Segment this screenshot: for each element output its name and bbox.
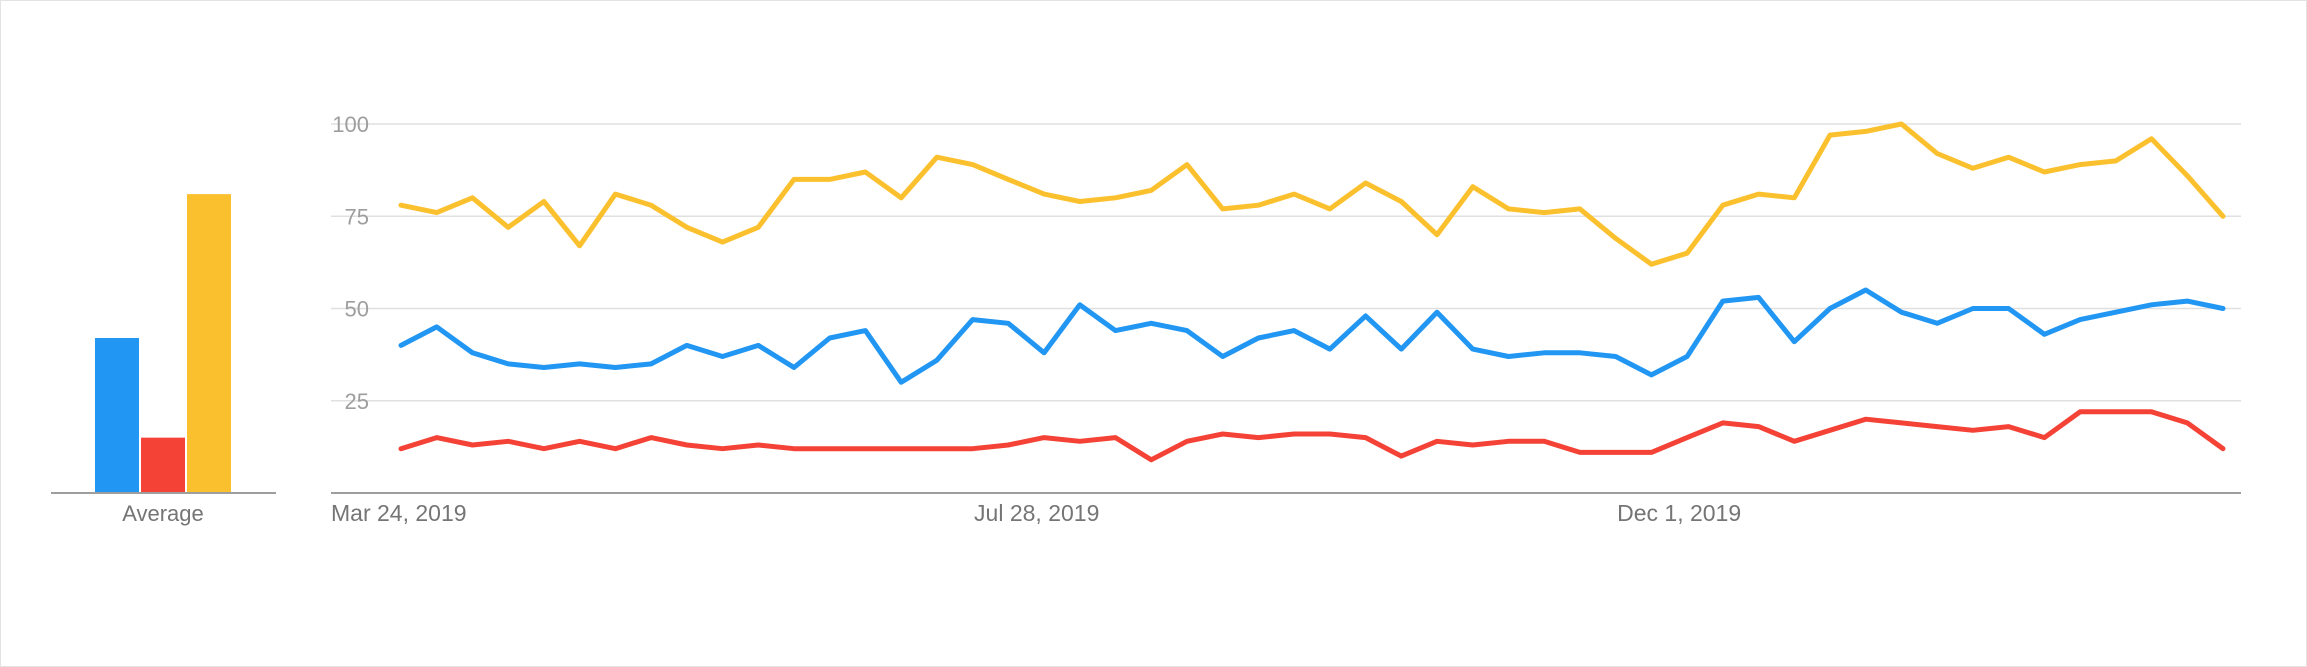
average-label: Average <box>122 501 204 526</box>
x-tick-label: Jul 28, 2019 <box>974 500 1099 526</box>
series-line-0 <box>398 121 2226 267</box>
series-line-2 <box>398 409 2226 463</box>
gridlines <box>331 123 2241 402</box>
axis-labels: 100 75 50 25 Mar 24, 2019 Jul 28, 2019 Dec 1, … <box>122 112 1741 526</box>
average-bar-0 <box>95 338 139 493</box>
series-line-1 <box>398 287 2226 385</box>
average-bar-1 <box>141 437 185 493</box>
average-bar-2 <box>187 194 231 494</box>
y-tick-label: 75 <box>345 204 369 229</box>
x-tick-label: Dec 1, 2019 <box>1617 500 1741 526</box>
x-tick-label: Mar 24, 2019 <box>331 500 467 526</box>
series-lines <box>398 121 2226 463</box>
y-tick-label: 25 <box>345 389 369 414</box>
average-bar-chart <box>51 194 276 494</box>
y-tick-label: 100 <box>332 112 369 137</box>
y-tick-label: 50 <box>345 297 369 322</box>
